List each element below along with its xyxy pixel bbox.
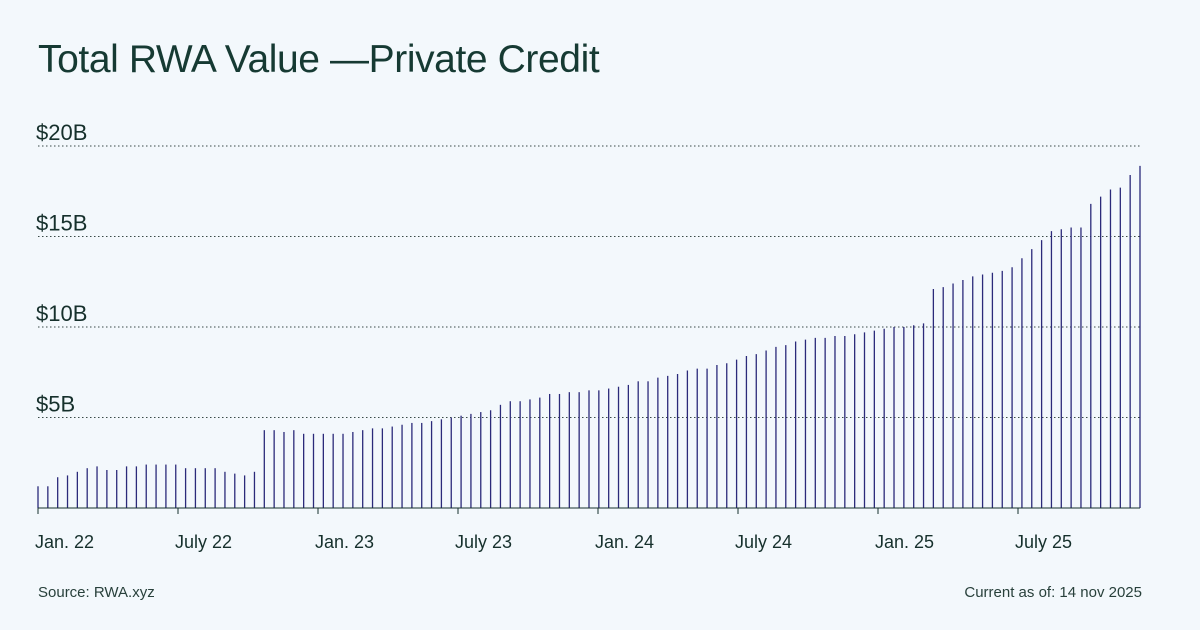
- x-tick-label: Jan. 25: [875, 532, 934, 552]
- y-tick-label: $20B: [36, 120, 87, 145]
- chart-title: Total RWA Value —Private Credit: [38, 38, 600, 81]
- current-as-of: Current as of: 14 nov 2025: [964, 584, 1142, 601]
- x-tick-label: Jan. 23: [315, 532, 374, 552]
- y-tick-label: $15B: [36, 211, 87, 236]
- source-note: Source: RWA.xyz: [38, 584, 155, 601]
- y-tick-label: $10B: [36, 301, 87, 326]
- bars: [37, 165, 1141, 508]
- y-tick-labels: $5B $10B $15B $20B: [36, 120, 87, 417]
- x-tick-label: Jan. 24: [595, 532, 654, 552]
- x-ticks: Jan. 22 July 22 Jan. 23 July 23 Jan. 24 July …: [35, 508, 1072, 552]
- x-tick-label: Jan. 22: [35, 532, 94, 552]
- grid-lines: [38, 145, 1140, 418]
- x-tick-label: July 25: [1015, 532, 1072, 552]
- x-tick-label: July 24: [735, 532, 792, 552]
- y-tick-label: $5B: [36, 392, 75, 417]
- x-tick-label: July 23: [455, 532, 512, 552]
- x-tick-label: July 22: [175, 532, 232, 552]
